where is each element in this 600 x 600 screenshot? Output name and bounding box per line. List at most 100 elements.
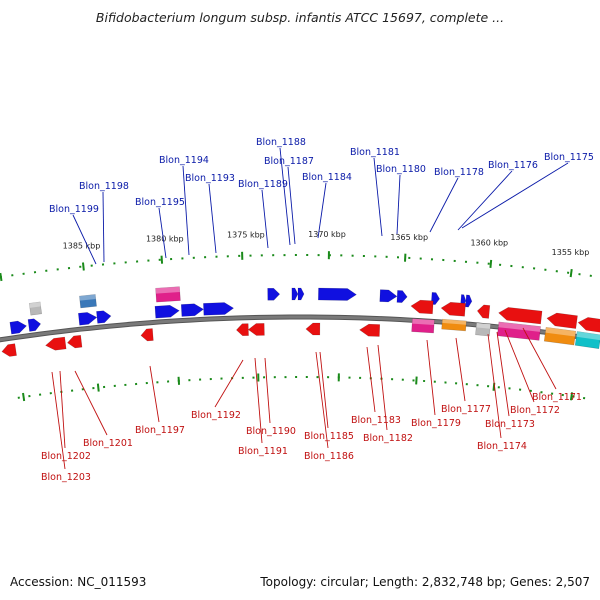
bottom-gene-label[interactable]: Blon_1172 [510, 405, 560, 416]
top-scale-dot [56, 268, 59, 271]
top-gene-label[interactable]: Blon_1199 [49, 204, 99, 215]
top-gene-label[interactable]: Blon_1195 [135, 197, 185, 208]
reverse-gene-arrow[interactable] [140, 328, 154, 342]
gene-box-gray[interactable] [28, 301, 43, 316]
bottom-gene-label[interactable]: Blon_1185 [304, 431, 354, 442]
bottom-gene-label[interactable]: Blon_1197 [135, 425, 185, 436]
reverse-gene-arrow[interactable] [247, 323, 265, 336]
gene-box-orange[interactable] [441, 318, 467, 332]
bottom-scale-dot [412, 379, 415, 382]
bottom-gene-label[interactable]: Blon_1203 [41, 472, 91, 483]
reverse-gene-arrow[interactable] [1, 343, 17, 358]
reverse-gene-arrow[interactable] [498, 306, 543, 325]
forward-gene-arrow[interactable] [291, 287, 299, 301]
bottom-scale-dot [103, 385, 106, 389]
forward-gene-arrow[interactable] [396, 290, 408, 303]
bottom-leader-line [426, 339, 436, 416]
reverse-gene-arrow[interactable] [67, 334, 83, 349]
bottom-leader-line [149, 365, 160, 423]
forward-gene-arrow[interactable] [267, 287, 281, 301]
top-scale-dot [192, 256, 195, 259]
top-gene-label[interactable]: Blon_1184 [302, 172, 352, 183]
top-gene-label[interactable]: Blon_1187 [264, 156, 314, 167]
gene-box-magenta[interactable] [155, 286, 181, 303]
reverse-gene-arrow[interactable] [305, 322, 321, 336]
forward-gene-arrow[interactable] [154, 304, 180, 319]
top-scale-major-tick [81, 262, 85, 271]
top-scale-dot [238, 254, 241, 257]
gene-box-orange[interactable] [543, 326, 577, 346]
top-gene-label[interactable]: Blon_1180 [376, 164, 426, 175]
forward-gene-arrow[interactable] [96, 310, 112, 324]
top-leader-line [279, 147, 291, 246]
bottom-scale-dot [487, 385, 490, 388]
top-scale-dot [396, 256, 400, 259]
bottom-gene-label[interactable]: Blon_1183 [351, 415, 401, 426]
bottom-gene-label[interactable]: Blon_1179 [411, 418, 461, 429]
bottom-scale-dot [305, 375, 308, 379]
bottom-scale-dot [113, 384, 116, 387]
top-gene-label[interactable]: Blon_1181 [350, 147, 400, 158]
top-leader-line [457, 170, 513, 231]
forward-gene-arrow[interactable] [465, 294, 473, 308]
top-gene-label[interactable]: Blon_1178 [434, 167, 484, 178]
top-leader-line [461, 162, 569, 229]
reverse-gene-arrow[interactable] [440, 301, 466, 317]
top-scale-dot [67, 266, 71, 270]
top-gene-label[interactable]: Blon_1193 [185, 173, 235, 184]
forward-gene-arrow[interactable] [180, 303, 204, 317]
forward-gene-arrow[interactable] [78, 311, 98, 326]
reverse-gene-arrow[interactable] [359, 323, 381, 337]
top-gene-label[interactable]: Blon_1176 [488, 160, 538, 171]
bottom-leader-line [377, 344, 388, 431]
forward-gene-arrow[interactable] [318, 287, 357, 301]
bottom-leader-line [59, 370, 66, 449]
bottom-scale-major-tick [569, 392, 574, 401]
bottom-leader-line [319, 351, 329, 429]
forward-gene-arrow[interactable] [203, 302, 235, 316]
bottom-gene-label[interactable]: Blon_1202 [41, 451, 91, 462]
reverse-gene-arrow[interactable] [546, 312, 578, 329]
top-gene-label[interactable]: Blon_1194 [159, 155, 209, 166]
bottom-scale-dot [529, 389, 532, 393]
bottom-gene-label[interactable]: Blon_1191 [238, 446, 288, 457]
bottom-scale-major-tick [415, 376, 418, 385]
kbp-label: 1355 kbp [552, 248, 590, 257]
gene-box-magenta[interactable] [497, 321, 541, 341]
reverse-gene-arrow[interactable] [45, 336, 67, 351]
reverse-gene-arrow[interactable] [410, 299, 434, 315]
bottom-gene-label[interactable]: Blon_1201 [83, 438, 133, 449]
top-scale-dot [294, 253, 297, 257]
top-scale-major-tick [241, 251, 244, 260]
bottom-gene-label[interactable]: Blon_1177 [441, 404, 491, 415]
forward-gene-arrow[interactable] [379, 289, 398, 303]
reverse-gene-arrow[interactable] [577, 316, 600, 333]
bottom-gene-label[interactable]: Blon_1174 [477, 441, 527, 452]
top-scale-dot [555, 270, 558, 273]
gene-box-gray[interactable] [475, 322, 491, 337]
forward-gene-arrow[interactable] [27, 318, 41, 332]
forward-gene-arrow[interactable] [9, 320, 28, 335]
bottom-scale-dot [455, 382, 458, 385]
bottom-scale-dot [145, 382, 148, 385]
top-scale-dot [340, 254, 343, 257]
reverse-gene-arrow[interactable] [236, 323, 249, 337]
top-gene-label[interactable]: Blon_1189 [238, 179, 288, 190]
bottom-gene-label[interactable]: Blon_1190 [246, 426, 296, 437]
accession-text: Accession: NC_011593 [10, 575, 147, 589]
forward-gene-arrow[interactable] [297, 287, 305, 301]
reverse-gene-arrow[interactable] [476, 304, 491, 319]
bottom-gene-label[interactable]: Blon_1182 [363, 433, 413, 444]
top-gene-label[interactable]: Blon_1175 [544, 152, 594, 163]
bottom-gene-label[interactable]: Blon_1186 [304, 451, 354, 462]
bottom-gene-label[interactable]: Blon_1192 [191, 410, 241, 421]
gene-box-magenta[interactable] [411, 318, 435, 334]
bottom-gene-label[interactable]: Blon_1171 [532, 392, 582, 403]
gene-box-steelblue[interactable] [79, 294, 97, 309]
bottom-leader-line [51, 371, 66, 470]
top-gene-label[interactable]: Blon_1198 [79, 181, 129, 192]
bottom-gene-label[interactable]: Blon_1173 [485, 419, 535, 430]
bottom-scale-major-tick [177, 376, 181, 385]
top-gene-label[interactable]: Blon_1188 [256, 137, 306, 148]
